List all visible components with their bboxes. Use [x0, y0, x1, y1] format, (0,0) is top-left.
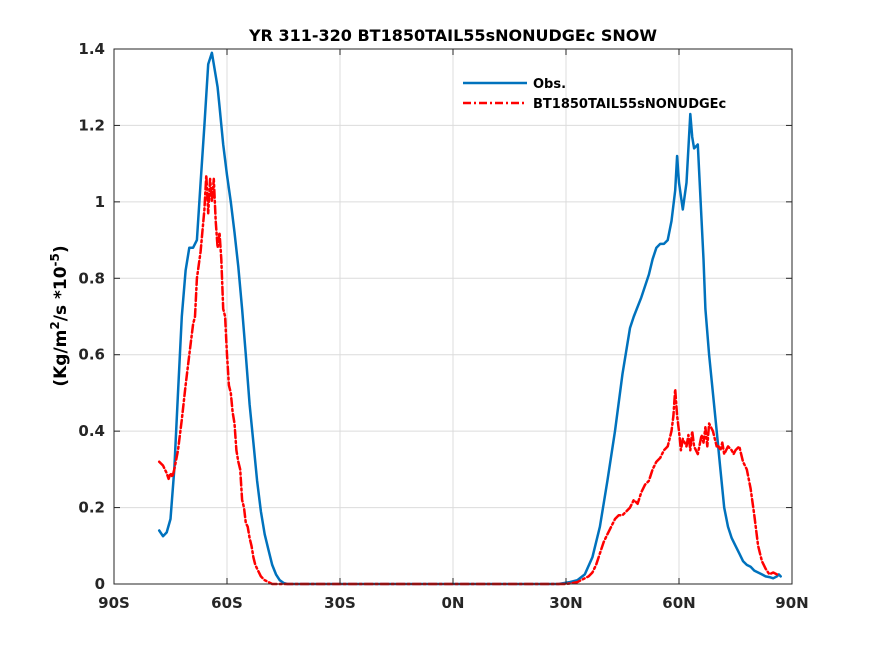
x-tick-label: 30N — [549, 594, 582, 612]
y-axis: 0 0.2 0.4 0.6 0.8 1 1.2 1.4 — [78, 40, 792, 593]
y-axis-label-mid: /s *10 — [51, 266, 71, 321]
x-tick-label: 30S — [324, 594, 356, 612]
y-axis-label-sup1: 2 — [48, 321, 62, 329]
x-tick-label: 90N — [775, 594, 808, 612]
legend-label-model: BT1850TAIL55sNONUDGEc — [533, 97, 726, 112]
y-tick-label: 0.2 — [78, 499, 105, 517]
x-tick-label: 90S — [98, 594, 130, 612]
y-tick-label: 0.4 — [78, 422, 105, 440]
legend: Obs. BT1850TAIL55sNONUDGEc — [463, 77, 726, 112]
y-tick-label: 1 — [95, 193, 105, 211]
y-tick-label: 0.8 — [78, 269, 105, 287]
series-line-obs — [157, 51, 782, 586]
series-line-model — [157, 173, 779, 586]
legend-label-obs: Obs. — [533, 77, 566, 92]
x-axis: 90S 60S 30S 0N 30N 60N 90N — [98, 49, 809, 612]
chart-title: YR 311-320 BT1850TAIL55sNONUDGEc SNOW — [248, 26, 657, 45]
y-tick-label: 1.2 — [78, 116, 105, 134]
x-tick-label: 0N — [442, 594, 465, 612]
y-axis-label-sup2: -5 — [48, 253, 62, 266]
y-axis-label-main: (Kg/m — [51, 330, 71, 387]
y-axis-label-end: ) — [51, 245, 71, 253]
y-tick-label: 0 — [95, 575, 105, 593]
y-tick-label: 0.6 — [78, 346, 105, 364]
y-axis-label: (Kg/m2/s *10-5) — [48, 245, 71, 386]
x-tick-label: 60N — [662, 594, 695, 612]
series-group — [157, 51, 782, 586]
x-tick-label: 60S — [211, 594, 243, 612]
y-tick-label: 1.4 — [78, 40, 105, 58]
